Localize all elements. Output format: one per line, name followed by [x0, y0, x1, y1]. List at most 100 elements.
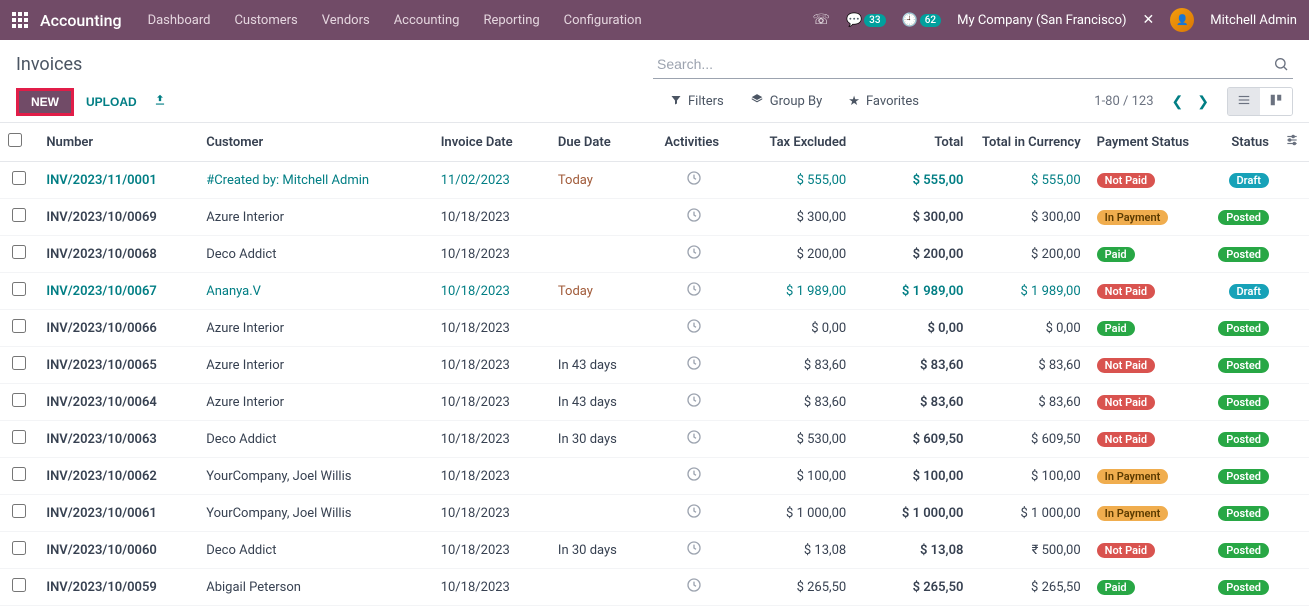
table-row[interactable]: INV/2023/10/0065 Azure Interior 10/18/20…: [0, 347, 1309, 384]
col-payment-status[interactable]: Payment Status: [1089, 123, 1206, 162]
table-row[interactable]: INV/2023/10/0066 Azure Interior 10/18/20…: [0, 310, 1309, 347]
row-checkbox[interactable]: [12, 245, 26, 259]
table-row[interactable]: INV/2023/10/0063 Deco Addict 10/18/2023 …: [0, 421, 1309, 458]
upload-button[interactable]: UPLOAD: [86, 95, 137, 109]
table-row[interactable]: INV/2023/10/0067 Ananya.V 10/18/2023 Tod…: [0, 273, 1309, 310]
row-checkbox[interactable]: [12, 467, 26, 481]
cell-number[interactable]: INV/2023/10/0065: [46, 358, 156, 373]
activity-icon[interactable]: [686, 471, 702, 486]
activity-icon[interactable]: [686, 360, 702, 375]
cell-customer[interactable]: YourCompany, Joel Willis: [206, 506, 351, 521]
cell-number[interactable]: INV/2023/10/0060: [46, 543, 156, 558]
row-checkbox[interactable]: [12, 319, 26, 333]
tools-icon[interactable]: ✕: [1143, 12, 1155, 28]
table-row[interactable]: INV/2023/10/0059 Abigail Peterson 10/18/…: [0, 569, 1309, 606]
apps-icon[interactable]: [12, 12, 28, 28]
upload-icon[interactable]: [153, 93, 167, 111]
activity-icon[interactable]: [686, 212, 702, 227]
row-checkbox[interactable]: [12, 504, 26, 518]
cell-number[interactable]: INV/2023/10/0066: [46, 321, 156, 336]
cell-number[interactable]: INV/2023/11/0001: [46, 173, 156, 188]
col-tax-excluded[interactable]: Tax Excluded: [732, 123, 855, 162]
cell-customer[interactable]: #Created by: Mitchell Admin: [206, 173, 369, 188]
row-checkbox[interactable]: [12, 356, 26, 370]
brand-label[interactable]: Accounting: [40, 11, 122, 30]
nav-customers[interactable]: Customers: [234, 13, 297, 28]
user-menu[interactable]: Mitchell Admin: [1210, 13, 1297, 28]
nav-dashboard[interactable]: Dashboard: [148, 13, 211, 28]
cell-customer[interactable]: Azure Interior: [206, 358, 284, 373]
select-all-checkbox[interactable]: [8, 133, 22, 147]
cell-number[interactable]: INV/2023/10/0067: [46, 284, 156, 299]
table-row[interactable]: INV/2023/11/0001 #Created by: Mitchell A…: [0, 162, 1309, 199]
table-row[interactable]: INV/2023/10/0062 YourCompany, Joel Willi…: [0, 458, 1309, 495]
row-checkbox[interactable]: [12, 282, 26, 296]
activity-icon[interactable]: [686, 508, 702, 523]
groupby-button[interactable]: Group By: [750, 93, 823, 111]
col-total[interactable]: Total: [854, 123, 971, 162]
adjust-columns-icon[interactable]: [1285, 136, 1299, 151]
company-selector[interactable]: My Company (San Francisco): [957, 13, 1126, 28]
col-activities[interactable]: Activities: [657, 123, 732, 162]
pager-text[interactable]: 1-80 / 123: [1094, 94, 1153, 109]
row-checkbox[interactable]: [12, 541, 26, 555]
list-view-button[interactable]: [1228, 88, 1260, 115]
cell-customer[interactable]: Azure Interior: [206, 210, 284, 225]
col-status[interactable]: Status: [1206, 123, 1277, 162]
activity-icon[interactable]: [686, 397, 702, 412]
table-row[interactable]: INV/2023/10/0064 Azure Interior 10/18/20…: [0, 384, 1309, 421]
messages-button[interactable]: 💬 33: [846, 13, 886, 28]
activity-icon[interactable]: [686, 545, 702, 560]
activity-icon[interactable]: [686, 286, 702, 301]
activity-icon[interactable]: [686, 434, 702, 449]
activities-button[interactable]: 🕘 62: [902, 13, 942, 28]
col-total-currency[interactable]: Total in Currency: [971, 123, 1088, 162]
row-checkbox[interactable]: [12, 393, 26, 407]
pager-next[interactable]: ❯: [1193, 92, 1213, 112]
cell-number[interactable]: INV/2023/10/0059: [46, 580, 156, 595]
search-input[interactable]: [653, 50, 1293, 79]
cell-customer[interactable]: Azure Interior: [206, 321, 284, 336]
cell-customer[interactable]: Deco Addict: [206, 247, 276, 262]
row-checkbox[interactable]: [12, 171, 26, 185]
cell-number[interactable]: INV/2023/10/0064: [46, 395, 156, 410]
telephony-icon[interactable]: ☏: [812, 12, 830, 28]
nav-reporting[interactable]: Reporting: [483, 13, 539, 28]
search-icon[interactable]: [1273, 56, 1289, 76]
pager-prev[interactable]: ❮: [1168, 92, 1188, 112]
col-number[interactable]: Number: [38, 123, 198, 162]
table-row[interactable]: INV/2023/10/0069 Azure Interior 10/18/20…: [0, 199, 1309, 236]
cell-customer[interactable]: YourCompany, Joel Willis: [206, 469, 351, 484]
cell-customer[interactable]: Azure Interior: [206, 395, 284, 410]
cell-number[interactable]: INV/2023/10/0062: [46, 469, 156, 484]
cell-number[interactable]: INV/2023/10/0063: [46, 432, 156, 447]
row-checkbox[interactable]: [12, 208, 26, 222]
col-due-date[interactable]: Due Date: [550, 123, 657, 162]
filters-button[interactable]: Filters: [670, 94, 724, 110]
activity-icon[interactable]: [686, 175, 702, 190]
cell-number[interactable]: INV/2023/10/0061: [46, 506, 156, 521]
cell-number[interactable]: INV/2023/10/0068: [46, 247, 156, 262]
col-invoice-date[interactable]: Invoice Date: [433, 123, 550, 162]
activity-icon[interactable]: [686, 323, 702, 338]
cell-customer[interactable]: Ananya.V: [206, 284, 261, 299]
cell-number[interactable]: INV/2023/10/0069: [46, 210, 156, 225]
new-button[interactable]: NEW: [16, 88, 74, 116]
activity-icon[interactable]: [686, 582, 702, 597]
kanban-view-button[interactable]: [1260, 88, 1292, 115]
nav-vendors[interactable]: Vendors: [322, 13, 370, 28]
cell-customer[interactable]: Abigail Peterson: [206, 580, 301, 595]
favorites-button[interactable]: ★ Favorites: [848, 94, 919, 109]
cell-customer[interactable]: Deco Addict: [206, 543, 276, 558]
table-row[interactable]: INV/2023/10/0061 YourCompany, Joel Willi…: [0, 495, 1309, 532]
row-checkbox[interactable]: [12, 430, 26, 444]
table-row[interactable]: INV/2023/10/0068 Deco Addict 10/18/2023 …: [0, 236, 1309, 273]
cell-customer[interactable]: Deco Addict: [206, 432, 276, 447]
activity-icon[interactable]: [686, 249, 702, 264]
avatar[interactable]: 👤: [1170, 8, 1194, 32]
nav-accounting[interactable]: Accounting: [394, 13, 460, 28]
nav-configuration[interactable]: Configuration: [564, 13, 642, 28]
row-checkbox[interactable]: [12, 578, 26, 592]
col-customer[interactable]: Customer: [198, 123, 432, 162]
table-row[interactable]: INV/2023/10/0060 Deco Addict 10/18/2023 …: [0, 532, 1309, 569]
